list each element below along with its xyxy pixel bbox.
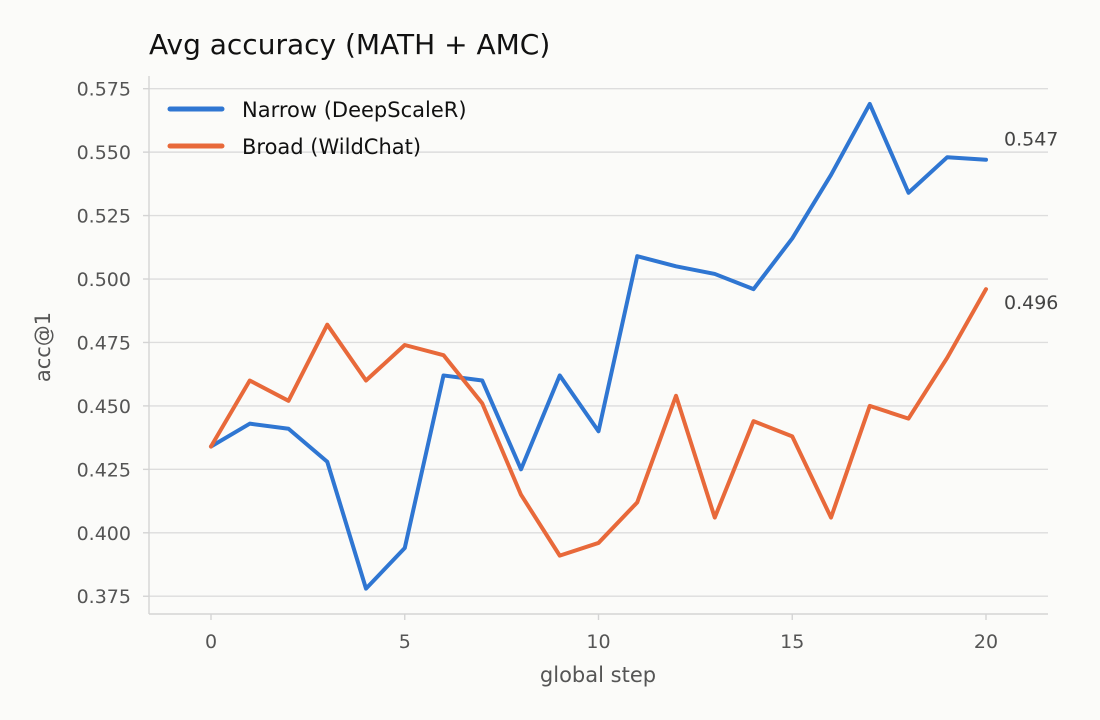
x-tick-label: 10 (586, 631, 610, 653)
y-tick-label: 0.575 (77, 79, 131, 101)
end-label-0: 0.547 (1004, 129, 1058, 151)
legend-label-0: Narrow (DeepScaleR) (242, 98, 467, 122)
end-labels: 0.547 0.496 (1004, 129, 1058, 314)
y-tick-label: 0.450 (77, 396, 131, 418)
series-lines (209, 101, 988, 591)
series-line-1 (209, 287, 988, 558)
x-tick-label: 15 (780, 631, 804, 653)
tick-labels: 0.375 0.400 0.425 0.450 0.475 0.500 0.525 0.550… (77, 79, 999, 653)
x-tick-label: 0 (205, 631, 217, 653)
y-tick-label: 0.400 (77, 523, 131, 545)
x-tick-label: 20 (974, 631, 998, 653)
y-tick-label: 0.525 (77, 206, 131, 228)
legend-label-1: Broad (WildChat) (242, 135, 421, 159)
y-tick-label: 0.500 (77, 269, 131, 291)
end-label-1: 0.496 (1004, 292, 1058, 314)
chart-title: Avg accuracy (MATH + AMC) (149, 28, 550, 61)
y-axis-label: acc@1 (31, 312, 55, 382)
gridlines (149, 87, 1048, 597)
y-tick-label: 0.425 (77, 459, 131, 481)
series-line-0 (209, 101, 988, 591)
y-tick-label: 0.475 (77, 332, 131, 354)
x-tick-label: 5 (399, 631, 411, 653)
legend: Narrow (DeepScaleR) Broad (WildChat) (167, 98, 467, 159)
x-axis-label: global step (540, 663, 656, 687)
y-tick-label: 0.375 (77, 586, 131, 608)
y-tick-label: 0.550 (77, 142, 131, 164)
